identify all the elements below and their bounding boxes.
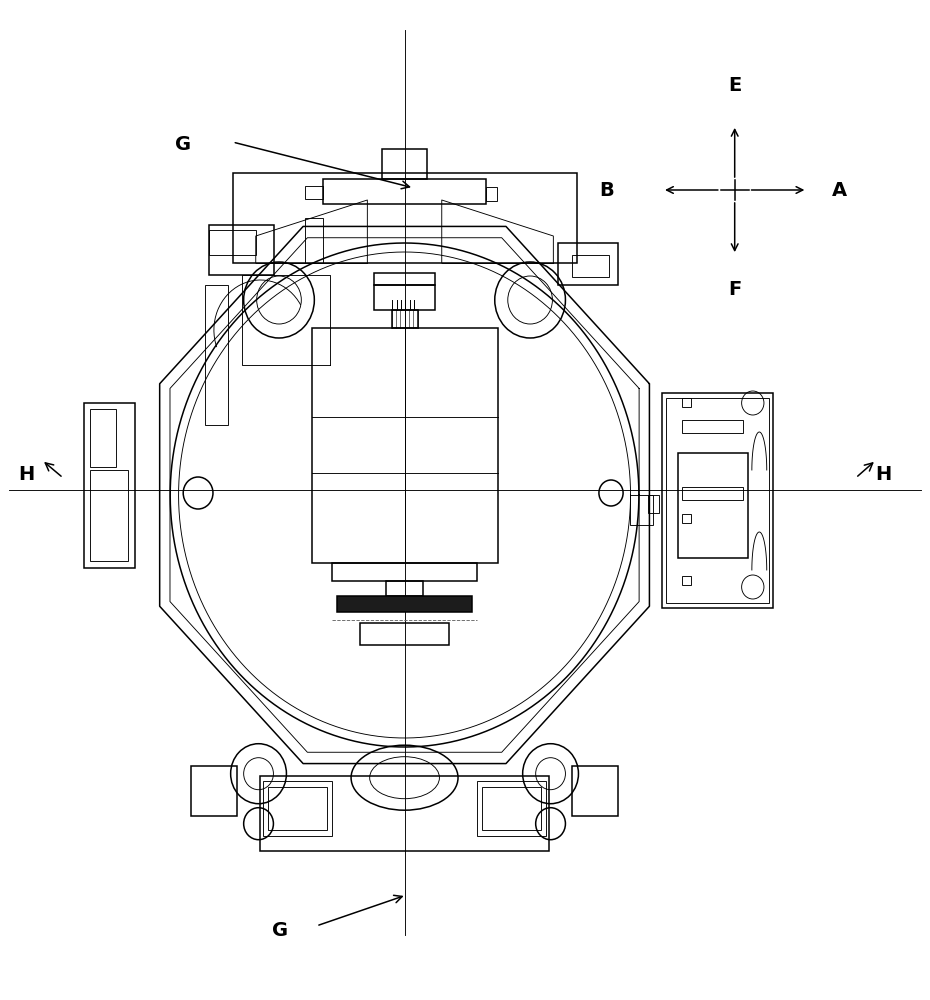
Bar xyxy=(260,776,549,851)
Bar xyxy=(360,622,448,645)
Text: H: H xyxy=(18,465,34,484)
Bar xyxy=(666,397,768,602)
Bar xyxy=(682,487,742,500)
Bar xyxy=(312,328,498,562)
Text: F: F xyxy=(728,280,741,299)
Bar xyxy=(263,781,333,836)
Bar xyxy=(90,470,128,560)
Bar xyxy=(485,187,497,201)
Bar xyxy=(682,514,691,523)
Bar xyxy=(678,452,748,558)
Bar xyxy=(477,781,547,836)
Bar xyxy=(90,409,116,467)
Text: H: H xyxy=(875,465,892,484)
Bar xyxy=(304,218,324,263)
Bar xyxy=(682,576,691,585)
Bar xyxy=(337,596,472,612)
Bar xyxy=(232,173,577,263)
Bar xyxy=(392,310,418,328)
Bar xyxy=(558,243,618,285)
Bar xyxy=(386,580,423,596)
Text: A: A xyxy=(832,180,847,200)
Bar xyxy=(324,179,485,204)
Bar xyxy=(572,766,618,816)
Bar xyxy=(682,398,691,407)
Bar xyxy=(269,787,327,830)
Text: G: G xyxy=(272,920,288,940)
Bar xyxy=(209,230,256,255)
Bar xyxy=(661,392,773,607)
Bar xyxy=(84,402,135,568)
Bar xyxy=(482,787,541,830)
Bar xyxy=(374,272,434,284)
Bar xyxy=(382,149,427,179)
Bar xyxy=(374,284,434,310)
Text: G: G xyxy=(175,135,191,154)
Bar xyxy=(205,285,228,425)
Text: E: E xyxy=(728,76,741,95)
Bar xyxy=(572,255,609,277)
Bar xyxy=(682,420,742,433)
Bar xyxy=(304,186,324,199)
Bar xyxy=(209,225,274,275)
Text: B: B xyxy=(599,180,614,200)
Bar xyxy=(191,766,237,816)
Bar xyxy=(332,562,476,580)
Bar xyxy=(630,495,653,525)
Bar xyxy=(648,495,659,513)
